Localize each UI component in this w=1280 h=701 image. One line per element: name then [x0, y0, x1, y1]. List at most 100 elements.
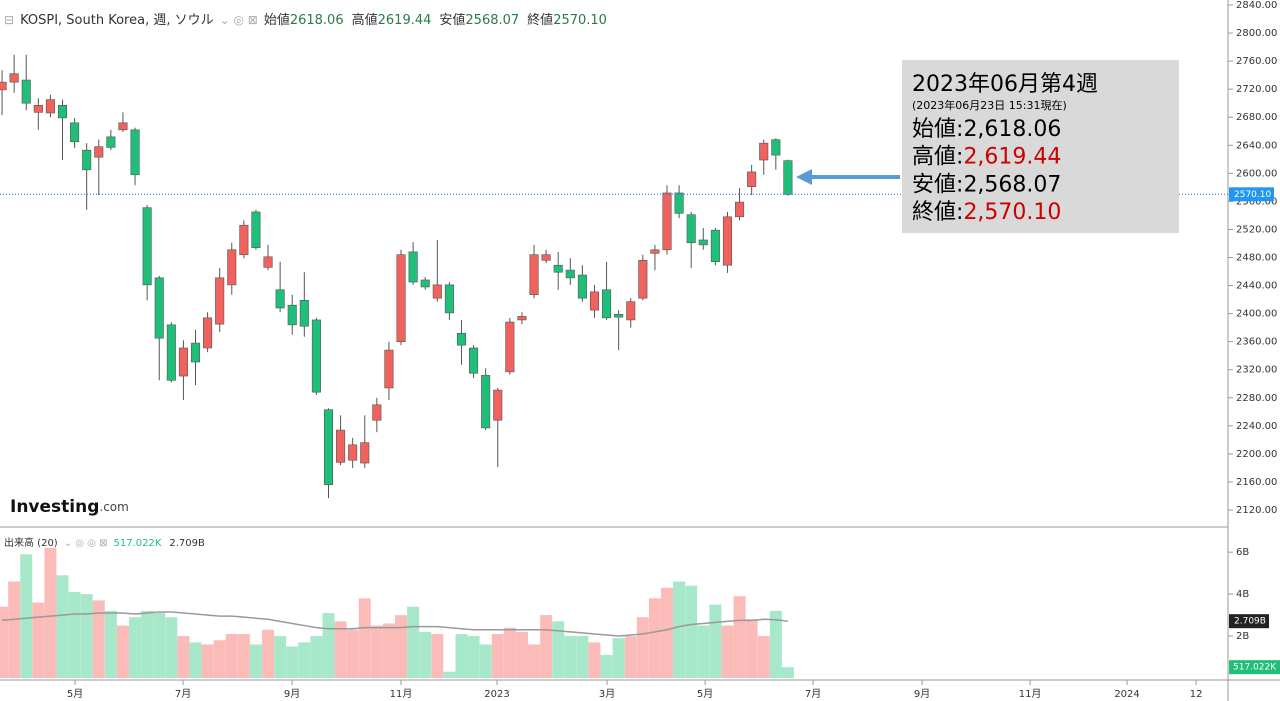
volume-bar [576, 636, 589, 678]
candle-body [493, 389, 503, 421]
dropdown-icon[interactable]: ⌄ ◎ ⊠ [219, 13, 258, 27]
candle-body [481, 375, 491, 429]
volume-header: 出来高 (20) ⌄ ◎ ◎ ⊠ 517.022K 2.709B [4, 534, 205, 549]
volume-bar [92, 600, 105, 678]
candle-body [251, 211, 261, 248]
candle-body [517, 316, 527, 321]
volume-last: 517.022K [113, 538, 162, 549]
volume-bar [709, 604, 722, 678]
last-price-box [1229, 187, 1274, 202]
candle-body [57, 104, 68, 119]
candle-body [323, 409, 334, 486]
candle-body [311, 319, 321, 393]
candle-body [275, 289, 285, 309]
tooltip-subtitle: (2023年06月23日 15:31現在) [912, 98, 1067, 112]
candle-body [589, 291, 600, 311]
volume-bar [588, 642, 601, 678]
ma-last-box [1229, 614, 1269, 629]
candle-body [553, 264, 563, 273]
y-tick-label: 2320.00 [1236, 365, 1277, 376]
tooltip-name: 安値 [912, 172, 956, 197]
volume-bar [249, 644, 262, 678]
y-tick-label: 2280.00 [1236, 393, 1277, 404]
candle-body [626, 301, 636, 321]
volume-bar [44, 547, 57, 678]
tooltip-separator: : [956, 172, 963, 197]
candle-body [456, 332, 467, 346]
candle-body [771, 139, 781, 156]
x-tick-label: 2024 [1114, 689, 1139, 700]
tooltip-value: 2,568.07 [963, 172, 1061, 197]
volume-icons[interactable]: ⌄ ◎ ◎ ⊠ [63, 538, 108, 549]
ma-last: 2.709B [169, 538, 205, 549]
candle-body [565, 269, 575, 279]
volume-bar [733, 596, 746, 678]
y-tick-label: 2160.00 [1236, 477, 1277, 488]
volume-bar [721, 625, 734, 678]
candle-body [203, 317, 213, 349]
y-tick-label: 2640.00 [1236, 140, 1277, 151]
volume-last-label: 517.022K [1233, 663, 1277, 673]
volume-bar [455, 633, 468, 678]
volume-bar [8, 581, 21, 678]
volume-bar [346, 629, 359, 678]
candle-body [384, 349, 394, 389]
x-tick-label: 9月 [284, 688, 300, 700]
tooltip-separator: : [956, 117, 963, 142]
x-tick-label: 3月 [599, 688, 615, 700]
candle-body [239, 224, 249, 255]
volume-bar [116, 625, 129, 678]
volume-bar [370, 625, 383, 678]
volume-bar [491, 633, 504, 678]
candle-body [106, 136, 116, 148]
volume-bar [540, 615, 553, 678]
tooltip-box [902, 60, 1179, 233]
ohlc-name: 安値 [439, 13, 466, 28]
candle-body [154, 277, 164, 339]
candle-body [650, 249, 660, 254]
volume-bar [528, 644, 541, 678]
candle-body [227, 249, 237, 286]
volume-tick-label: 2B [1236, 631, 1249, 642]
volume-bar [262, 629, 275, 678]
tooltip-value: 2,570.10 [963, 200, 1061, 225]
candle-body [432, 284, 442, 299]
volume-bar [310, 636, 323, 678]
volume-bar [56, 575, 69, 678]
y-tick-label: 2760.00 [1236, 56, 1277, 67]
volume-bar [781, 667, 794, 678]
ohlc-legend: 始値2618.06 高値2619.44 安値2568.07 終値2570.10 [264, 13, 615, 28]
volume-bar [334, 621, 347, 678]
ohlc-name: 高値 [351, 13, 378, 28]
x-tick-label: 5月 [697, 688, 713, 700]
candle-body [662, 192, 672, 251]
volume-bar [745, 619, 758, 678]
volume-tick-label: 6B [1236, 547, 1249, 558]
tooltip-name: 始値 [912, 117, 956, 142]
volume-bar [201, 644, 214, 678]
tooltip-row: 始値:2,618.06 [912, 117, 1061, 142]
ohlc-name: 始値 [263, 13, 290, 28]
candle-body [686, 214, 696, 244]
y-tick-label: 2360.00 [1236, 337, 1277, 348]
candle-body [190, 342, 201, 363]
candle-body [735, 201, 745, 218]
candle-body [215, 277, 225, 325]
volume-bar [479, 644, 492, 678]
x-tick-label: 12 [1190, 689, 1203, 700]
candle-body [70, 122, 80, 143]
volume-bar [515, 631, 528, 678]
candle-body [710, 229, 720, 263]
volume-bar [0, 606, 9, 678]
candle-body [747, 171, 757, 187]
candle-body [82, 149, 92, 171]
volume-bar [104, 610, 117, 678]
y-tick-label: 2440.00 [1236, 281, 1277, 292]
volume-bar [225, 633, 238, 678]
y-tick-label: 2120.00 [1236, 505, 1277, 516]
x-tick-label: 2023 [484, 689, 509, 700]
candle-body [444, 284, 454, 314]
ma-last-label: 2.709B [1234, 617, 1266, 627]
